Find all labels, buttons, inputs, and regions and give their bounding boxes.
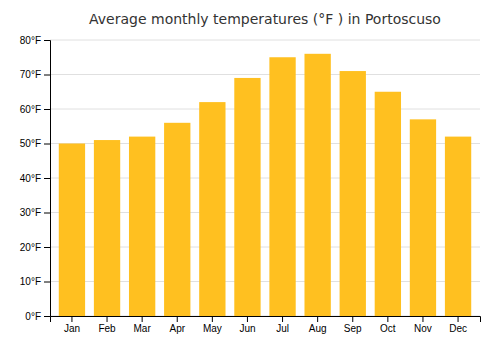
y-tick-label: 20°F xyxy=(20,242,41,253)
y-tick: 0°F xyxy=(25,311,50,322)
x-tick-mark xyxy=(352,316,353,322)
bar xyxy=(59,144,85,317)
y-tick: 10°F xyxy=(20,276,50,287)
x-tick-mark xyxy=(422,316,423,322)
grid-line xyxy=(50,40,480,41)
y-tick-mark xyxy=(44,316,50,317)
bar xyxy=(94,140,120,316)
y-tick-label: 40°F xyxy=(20,173,41,184)
x-tick-mark xyxy=(317,316,318,322)
y-tick-label: 80°F xyxy=(20,35,41,46)
bar xyxy=(269,57,295,316)
bar xyxy=(410,119,436,316)
x-tick-mark xyxy=(107,316,108,322)
y-tick-mark xyxy=(44,144,50,145)
plot-area: 0°F 10°F 20°F 30°F 40°F 50°F 60°F 70°F 80°F Jan Fe… xyxy=(20,35,481,334)
bar xyxy=(234,78,260,316)
grid-line xyxy=(50,74,480,75)
x-tick-label: Mar xyxy=(134,323,152,334)
title: Average monthly temperatures (°F ) in Po… xyxy=(89,11,441,27)
x-tick: Feb xyxy=(98,316,116,334)
x-tick-label: Jan xyxy=(64,323,80,334)
bar xyxy=(304,54,330,316)
y-tick: 70°F xyxy=(20,69,50,80)
bars xyxy=(59,54,471,316)
x-axis: Jan Feb Mar Apr May Jun Jul Aug Sep Oct Nov Dec xyxy=(51,316,481,334)
y-tick-label: 30°F xyxy=(20,207,41,218)
x-tick-mark xyxy=(458,316,459,322)
grid-line xyxy=(50,109,480,110)
y-tick-mark xyxy=(44,178,50,179)
x-tick-label: Feb xyxy=(98,323,116,334)
y-tick-mark xyxy=(44,40,50,41)
y-tick-label: 0°F xyxy=(25,311,41,322)
chart-svg: 0°F 10°F 20°F 30°F 40°F 50°F 60°F 70°F 80°F Jan Fe… xyxy=(0,0,500,350)
x-tick-mark xyxy=(212,316,213,322)
x-tick-label: Dec xyxy=(449,323,467,334)
y-tick-label: 70°F xyxy=(20,69,41,80)
x-tick: Apr xyxy=(169,316,185,334)
x-tick: Oct xyxy=(380,316,396,334)
bar xyxy=(375,92,401,316)
y-tick-mark xyxy=(44,282,50,283)
x-tick-label: Nov xyxy=(414,323,432,334)
x-tick-label: Apr xyxy=(169,323,185,334)
x-tick-label: Jul xyxy=(276,323,289,334)
x-tick: May xyxy=(203,316,222,334)
y-tick-mark xyxy=(44,75,50,76)
x-tick-label: Oct xyxy=(380,323,396,334)
x-tick-label: Jun xyxy=(239,323,255,334)
x-tick-label: May xyxy=(203,323,222,334)
y-tick: 20°F xyxy=(20,242,50,253)
x-tick: Jul xyxy=(276,316,289,334)
y-tick-mark xyxy=(44,247,50,248)
grid xyxy=(50,40,480,316)
bar xyxy=(199,102,225,316)
y-tick: 60°F xyxy=(20,104,50,115)
x-tick: Jun xyxy=(239,316,255,334)
x-tick-mark xyxy=(282,316,283,322)
y-tick: 30°F xyxy=(20,207,50,218)
x-tick: Nov xyxy=(414,316,432,334)
bar xyxy=(164,123,190,316)
x-tick: Dec xyxy=(449,316,467,334)
x-tick-mark xyxy=(142,316,143,322)
y-axis: 0°F 10°F 20°F 30°F 40°F 50°F 60°F 70°F 80°F xyxy=(20,35,51,322)
x-tick: Sep xyxy=(344,316,362,334)
bar xyxy=(445,137,471,316)
y-tick: 50°F xyxy=(20,138,50,149)
y-tick: 40°F xyxy=(20,173,50,184)
x-tick-mark xyxy=(387,316,388,322)
chart-container: 0°F 10°F 20°F 30°F 40°F 50°F 60°F 70°F 80°F Jan Fe… xyxy=(0,0,500,350)
x-tick-label: Aug xyxy=(309,323,327,334)
x-axis-line xyxy=(51,317,481,323)
y-tick-mark xyxy=(44,109,50,110)
y-tick-label: 10°F xyxy=(20,276,41,287)
y-tick-label: 60°F xyxy=(20,104,41,115)
x-tick-mark xyxy=(247,316,248,322)
y-axis-line xyxy=(44,41,51,317)
bar xyxy=(340,71,366,316)
x-tick: Aug xyxy=(309,316,327,334)
bar xyxy=(129,137,155,316)
y-tick-label: 50°F xyxy=(20,138,41,149)
x-tick: Jan xyxy=(64,316,80,334)
y-tick-mark xyxy=(44,213,50,214)
x-tick-mark xyxy=(71,316,72,322)
y-tick: 80°F xyxy=(20,35,50,46)
x-tick: Mar xyxy=(134,316,152,334)
x-tick-mark xyxy=(177,316,178,322)
x-tick-label: Sep xyxy=(344,323,362,334)
